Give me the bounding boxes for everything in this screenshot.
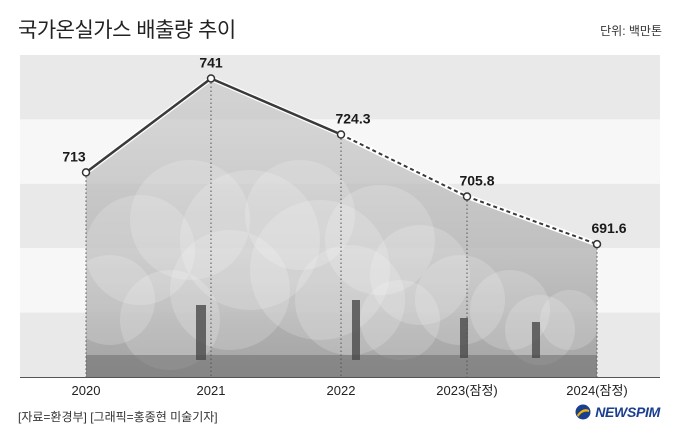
source-credit: [자료=환경부] [그래픽=홍종현 미술기자] xyxy=(18,410,218,424)
x-tick-label: 2020 xyxy=(72,383,101,398)
data-point xyxy=(81,168,91,177)
smoke-plumes-image xyxy=(86,160,597,378)
line-segment xyxy=(210,77,342,136)
line-segment xyxy=(340,133,468,198)
smoke-puff xyxy=(540,290,597,350)
data-label: 741 xyxy=(199,54,223,70)
data-label: 713 xyxy=(62,148,86,164)
smoke-puff xyxy=(86,255,155,345)
smokestack xyxy=(532,322,540,358)
data-points xyxy=(81,74,602,249)
smoke-puff xyxy=(120,270,220,370)
smoke-puff xyxy=(245,160,355,270)
smokestack xyxy=(196,305,206,360)
smoke-puff xyxy=(130,160,250,280)
data-label: 691.6 xyxy=(591,220,626,236)
x-tick-label: 2023(잠정) xyxy=(436,383,498,398)
smoke-puff xyxy=(415,255,505,345)
line-segment xyxy=(85,77,212,174)
x-tick-label: 2022 xyxy=(327,383,356,398)
data-label: 705.8 xyxy=(459,173,494,189)
data-point xyxy=(462,192,472,201)
newspim-logo: NEWSPIM xyxy=(575,404,660,420)
factory-silhouette xyxy=(86,355,597,378)
line-segments xyxy=(83,75,600,247)
data-label: 724.3 xyxy=(335,110,370,126)
vertical-guides xyxy=(85,78,598,377)
smoke-puff xyxy=(370,225,470,325)
chart-title: 국가온실가스 배출량 추이 xyxy=(18,19,236,42)
smoke-puff xyxy=(360,280,440,360)
newspim-logo-icon xyxy=(575,404,591,420)
line-segment xyxy=(466,195,598,246)
smokestack xyxy=(460,318,468,358)
x-tick-label: 2021 xyxy=(197,383,226,398)
smoke-puff xyxy=(325,185,435,295)
data-labels: 713 741 724.3 705.8 691.6 xyxy=(62,54,626,236)
smoke-puff xyxy=(295,245,405,355)
smoke-puff xyxy=(180,170,320,310)
smoke-puff xyxy=(470,270,550,350)
data-point xyxy=(206,74,216,83)
smoke-puff xyxy=(86,195,195,305)
data-point xyxy=(336,130,346,139)
data-point xyxy=(592,239,602,249)
background-band xyxy=(20,55,660,120)
newspim-logo-text: NEWSPIM xyxy=(595,404,660,420)
smokestack xyxy=(352,300,360,360)
unit-label: 단위: 백만톤 xyxy=(600,24,662,38)
x-axis-ticks: 2020 2021 2022 2023(잠정) 2024(잠정) xyxy=(72,383,628,398)
x-tick-label: 2024(잠정) xyxy=(566,383,628,398)
